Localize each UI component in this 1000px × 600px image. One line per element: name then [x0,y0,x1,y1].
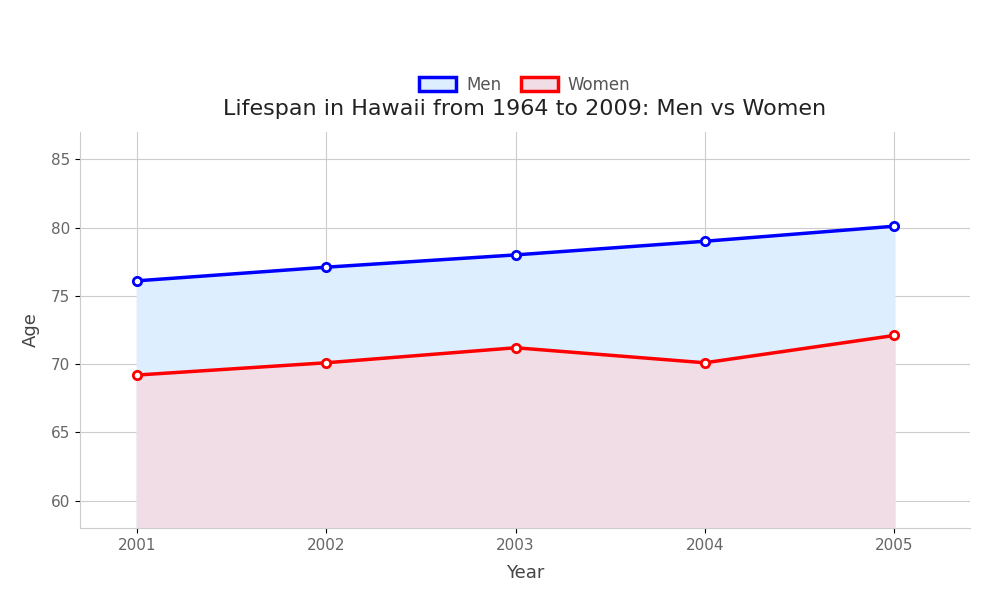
Title: Lifespan in Hawaii from 1964 to 2009: Men vs Women: Lifespan in Hawaii from 1964 to 2009: Me… [223,100,827,119]
X-axis label: Year: Year [506,564,544,582]
Y-axis label: Age: Age [22,313,40,347]
Legend: Men, Women: Men, Women [413,69,637,100]
